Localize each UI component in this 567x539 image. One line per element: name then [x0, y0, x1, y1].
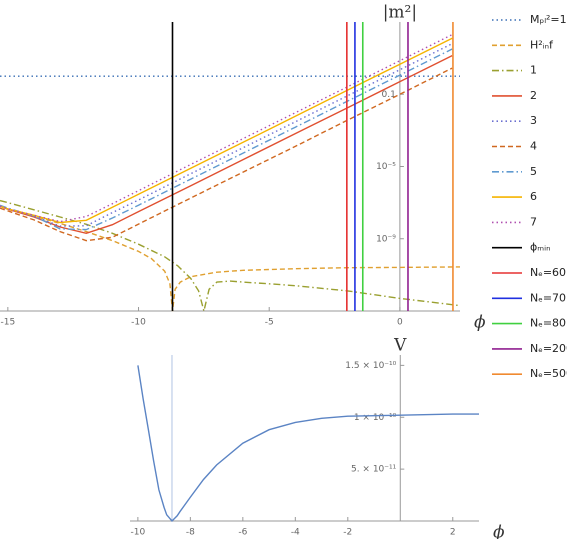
legend-label: 7 — [530, 215, 537, 228]
series-line — [0, 205, 461, 312]
legend-label: H²ᵢₙf — [530, 38, 554, 51]
series-line — [0, 43, 453, 227]
legend-label: 1 — [530, 64, 537, 77]
y-tick-label: 10⁻⁹ — [376, 234, 396, 244]
series-line — [0, 33, 453, 223]
x-tick-label: -10 — [131, 528, 146, 538]
x-tick-label: -6 — [238, 528, 247, 538]
x-tick-label: -8 — [186, 528, 195, 538]
y-tick-label: 0.1 — [382, 90, 396, 100]
legend-label: Nₑ=200 — [530, 342, 567, 355]
series-line — [0, 199, 461, 312]
x-axis-label: ϕ — [493, 523, 505, 539]
legend-label: Nₑ=80 — [530, 317, 566, 330]
x-tick-label: 0 — [397, 318, 403, 328]
legend-label: 2 — [530, 89, 537, 102]
legend-label: 5 — [530, 165, 537, 178]
series-line — [0, 37, 453, 224]
x-tick-label: -10 — [131, 318, 146, 328]
legend-label: 6 — [530, 190, 537, 203]
legend-label: ϕₘᵢₙ — [530, 241, 550, 254]
y-axis-label: V — [393, 336, 407, 356]
legend-label: 4 — [530, 140, 537, 153]
series-line — [137, 365, 479, 523]
y-tick-label: 10⁻⁵ — [376, 162, 396, 172]
x-tick-label: -4 — [291, 528, 300, 538]
x-tick-label: -2 — [343, 528, 352, 538]
y-tick-label: 5. × 10⁻¹¹ — [351, 465, 397, 475]
x-axis-label: ϕ — [474, 313, 486, 333]
y-axis-label: |m²| — [383, 3, 417, 23]
x-tick-label: 2 — [450, 528, 456, 538]
series-line — [0, 67, 453, 242]
legend-label: Nₑ=60 — [530, 266, 566, 279]
legend-label: 3 — [530, 114, 537, 127]
legend-label: Nₑ=500 — [530, 367, 567, 380]
x-tick-label: -5 — [265, 318, 274, 328]
x-tick-label: -15 — [0, 318, 15, 328]
legend-label: Nₑ=70 — [530, 291, 566, 304]
y-tick-label: 1 × 10⁻¹⁰ — [354, 413, 397, 423]
legend-label: Mₚₗ²=1 — [530, 13, 567, 26]
y-tick-label: 1.5 × 10⁻¹⁰ — [345, 361, 396, 371]
